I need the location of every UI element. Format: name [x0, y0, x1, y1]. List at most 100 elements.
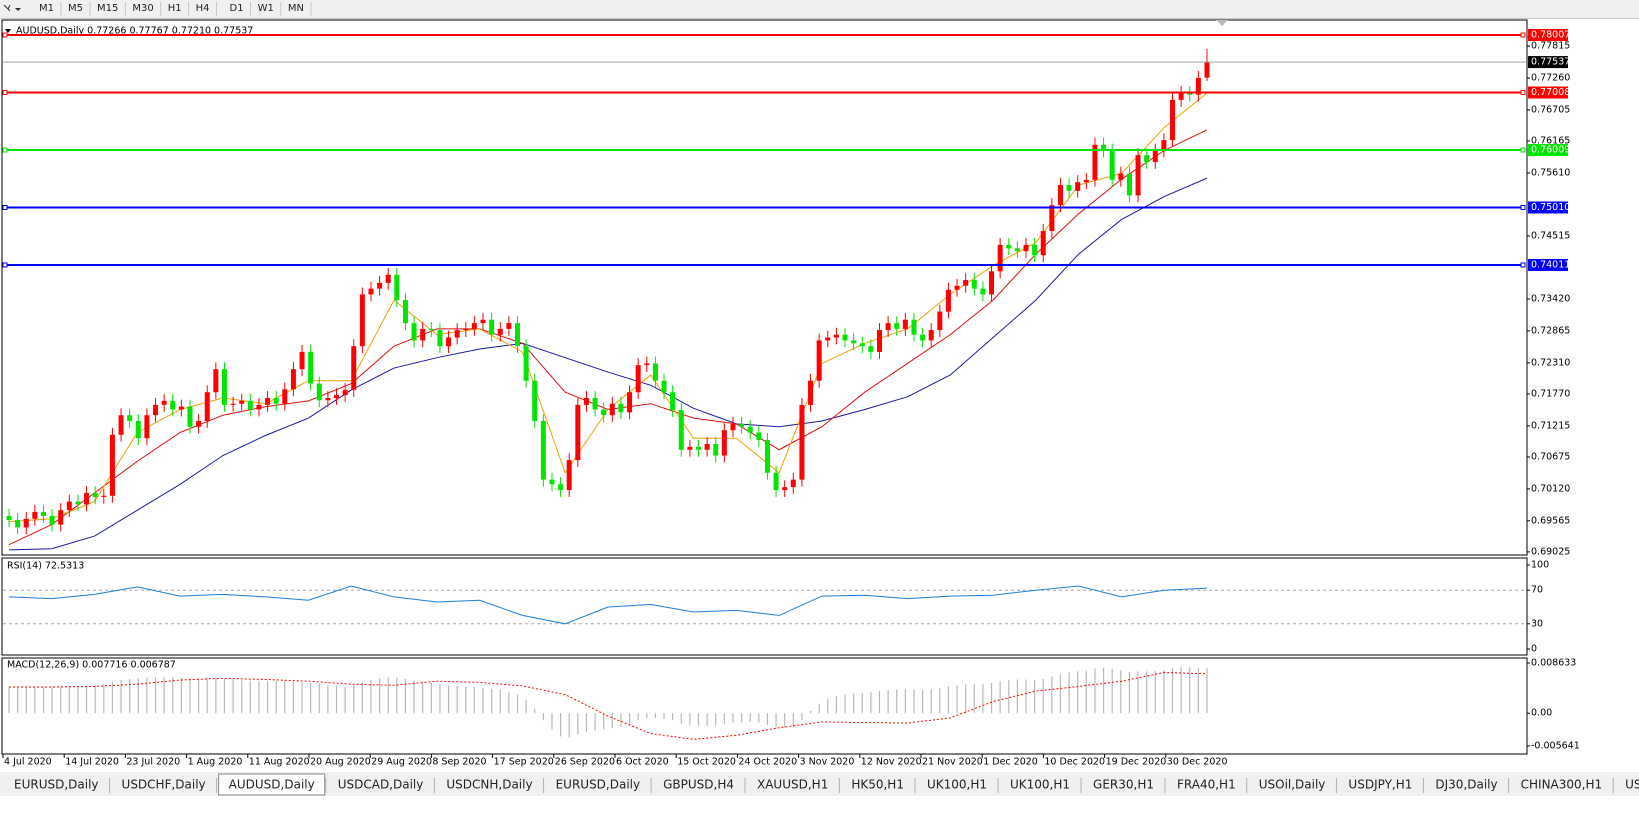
candle-body [256, 404, 262, 410]
level-handle[interactable] [2, 262, 8, 268]
symbol-tab-label[interactable]: USDCAD,Daily [338, 778, 424, 792]
candle-body [334, 395, 340, 398]
candle-body [670, 392, 676, 411]
candle-body [290, 369, 296, 390]
symbol-tab[interactable] [1167, 776, 1246, 794]
candle-body [127, 415, 133, 421]
candle-body [1187, 92, 1193, 95]
timeframe-button[interactable]: M1 [39, 3, 54, 14]
date-label: 8 Sep 2020 [432, 757, 486, 768]
candle-body [463, 328, 469, 331]
price-tick-label: 0.73420 [1531, 293, 1570, 304]
symbol-tab-label[interactable]: USDJPY,H1 [1348, 778, 1412, 792]
symbol-tab[interactable] [545, 776, 651, 794]
symbol-tab[interactable] [916, 776, 997, 794]
candle-body [928, 330, 934, 341]
timeframe-button[interactable]: H1 [168, 3, 182, 14]
symbol-tab-label[interactable]: USDCHF,Daily [122, 778, 206, 792]
candle-body [558, 484, 564, 491]
symbol-tab[interactable] [1615, 776, 1639, 794]
symbol-tab[interactable] [653, 776, 744, 794]
candle-body [402, 300, 408, 324]
level-handle[interactable] [2, 90, 8, 96]
level-handle[interactable] [1520, 32, 1526, 38]
level-handle[interactable] [2, 204, 8, 210]
symbol-tab-label[interactable]: XAUUSD,H1 [757, 778, 828, 792]
symbol-tab[interactable] [747, 776, 839, 794]
candle-body [1066, 185, 1072, 191]
timeframe-button[interactable]: M15 [97, 3, 118, 14]
symbol-tab-label[interactable]: HK50,H1 [851, 778, 904, 792]
symbol-tab-label[interactable]: UK100,H1 [927, 778, 987, 792]
candle-body [601, 409, 607, 416]
date-label: 6 Oct 2020 [616, 757, 669, 768]
symbol-tab-label[interactable]: DJ30,Daily [1435, 778, 1497, 792]
candle-body [532, 380, 538, 421]
symbol-tab-label[interactable]: EURUSD,Daily [556, 778, 641, 792]
candle-body [721, 430, 727, 456]
crosshair-icon[interactable] [3, 4, 11, 12]
symbol-tab-label[interactable]: UK100,H1 [1010, 778, 1070, 792]
candle-body [816, 340, 822, 381]
symbol-tab[interactable] [841, 776, 914, 794]
timeframe-button[interactable]: M5 [68, 3, 83, 14]
symbol-tab[interactable] [4, 776, 109, 794]
symbol-tab-label[interactable]: GBPUSD,H4 [663, 778, 734, 792]
level-handle[interactable] [1520, 147, 1526, 153]
candle-body [15, 519, 21, 528]
symbol-tab[interactable] [111, 776, 216, 794]
level-handle[interactable] [1520, 90, 1526, 96]
symbol-tab[interactable] [1248, 776, 1336, 794]
level-price-box [1528, 86, 1568, 99]
timeframe-button[interactable]: H4 [196, 3, 210, 14]
price-tick-label: 0.71215 [1531, 420, 1570, 431]
level-handle[interactable] [1520, 204, 1526, 210]
level-handle[interactable] [1520, 262, 1526, 268]
level-price-label: 0.78007 [1531, 30, 1570, 41]
timeframe-button[interactable]: M30 [132, 3, 153, 14]
symbol-tab[interactable] [327, 776, 434, 794]
candle-body [859, 343, 865, 347]
symbol-tab-label[interactable]: FRA40,H1 [1177, 778, 1236, 792]
dropdown-icon[interactable] [15, 8, 21, 11]
candle-body [515, 323, 521, 347]
level-handle[interactable] [2, 32, 8, 38]
candle-body [480, 319, 486, 324]
candle-body [868, 346, 874, 352]
symbol-tab[interactable] [218, 773, 326, 796]
symbol-tab-label[interactable]: GER30,H1 [1093, 778, 1154, 792]
timeframe-button[interactable]: W1 [258, 3, 274, 14]
symbol-tab-label[interactable]: USOil,H1 [1625, 778, 1639, 792]
symbol-tab[interactable] [1425, 776, 1508, 794]
symbol-tab[interactable] [1083, 776, 1164, 794]
date-label: 3 Nov 2020 [800, 757, 855, 768]
candle-body [1204, 62, 1210, 78]
timeframe-button[interactable]: MN [288, 3, 304, 14]
candle-body [187, 406, 193, 427]
date-label: 26 Sep 2020 [555, 757, 615, 768]
symbol-tab-label[interactable]: AUDUSD,Daily [229, 778, 315, 792]
candle-body [825, 337, 831, 341]
candle-body [6, 515, 12, 520]
symbol-tab-label[interactable]: EURUSD,Daily [14, 778, 99, 792]
symbol-tab[interactable] [436, 776, 543, 794]
level-handle[interactable] [2, 147, 8, 153]
symbol-tab-label[interactable]: USOil,Daily [1259, 778, 1326, 792]
symbol-tab-label[interactable]: USDCNH,Daily [446, 778, 532, 792]
symbol-tab-label[interactable]: CHINA300,H1 [1521, 778, 1603, 792]
symbol-tab[interactable] [1000, 776, 1081, 794]
date-label: 24 Oct 2020 [738, 757, 797, 768]
date-label: 29 Aug 2020 [371, 757, 432, 768]
candle-body [1195, 78, 1201, 95]
symbol-tab[interactable] [1510, 776, 1613, 794]
moving-average [8, 129, 1208, 546]
timeframe-button[interactable]: D1 [230, 3, 244, 14]
candle-body [420, 328, 426, 341]
candle-body [1101, 144, 1107, 151]
candle-body [204, 392, 210, 421]
candle-body [566, 460, 572, 491]
price-tick-label: 0.77260 [1531, 73, 1570, 84]
symbol-tab[interactable] [1338, 776, 1423, 794]
level-price-box [1528, 258, 1568, 271]
candle-body [49, 515, 55, 525]
